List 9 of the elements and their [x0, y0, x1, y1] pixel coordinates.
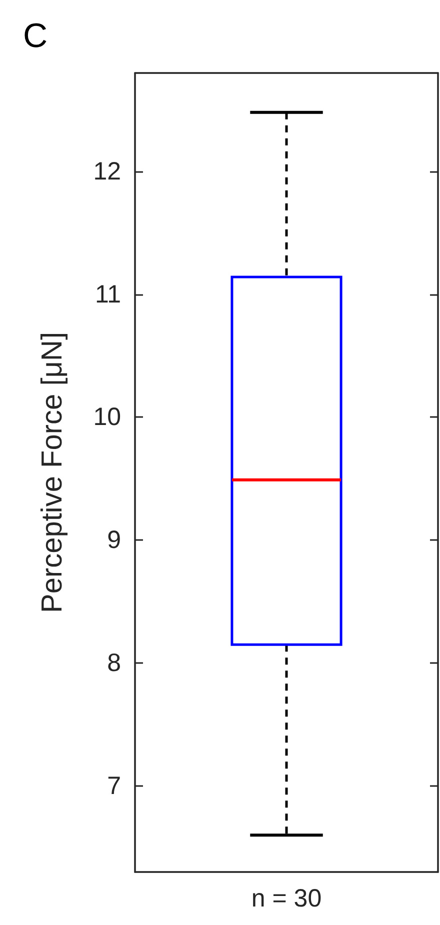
y-tick-label: 9	[107, 526, 121, 554]
chart-title: C	[23, 17, 48, 55]
x-tick-label: n = 30	[251, 884, 322, 912]
y-tick-label: 8	[107, 649, 121, 678]
y-tick-label: 11	[95, 280, 121, 308]
y-tick-label: 10	[93, 403, 121, 432]
y-tick-label: 12	[93, 157, 121, 186]
y-tick-label: 7	[107, 772, 121, 800]
y-axis-title: Perceptive Force [μN]	[36, 332, 68, 614]
